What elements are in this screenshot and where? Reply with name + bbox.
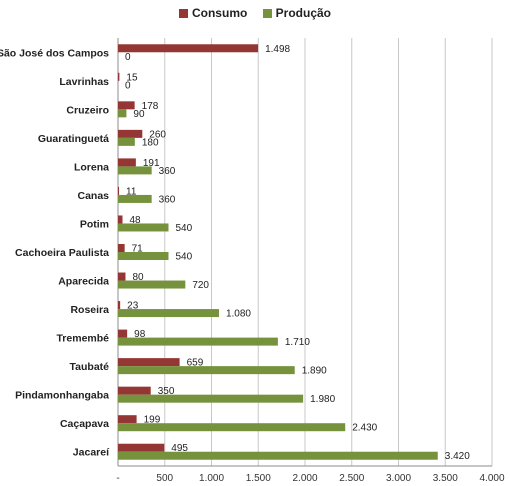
bar-consumo: [118, 272, 126, 281]
legend-item-producao: Produção: [262, 6, 332, 20]
data-label: 23: [127, 301, 139, 312]
data-label: 540: [175, 252, 192, 263]
data-label: 180: [142, 137, 159, 148]
category-label: Pindamonhangaba: [15, 390, 109, 402]
category-label: Aparecida: [58, 276, 109, 288]
data-label: 0: [125, 80, 131, 91]
category-label: Lavrinhas: [59, 76, 109, 88]
x-tick-label: 500: [156, 473, 173, 484]
x-tick-label: 1.000: [199, 473, 224, 484]
data-label: 48: [129, 215, 141, 226]
category-label: São José dos Campos: [0, 47, 109, 59]
x-axis-ticks: - 500 1.000 1.500 2.000 2.500 3.000 3.500 4.000: [116, 473, 505, 484]
bar-consumo: [118, 443, 165, 452]
data-label: 659: [187, 358, 204, 369]
bar-producao: [118, 394, 304, 403]
data-label: 260: [149, 129, 166, 140]
data-label: 350: [158, 386, 175, 397]
bar-producao: [118, 109, 127, 118]
bar-producao: [118, 194, 152, 203]
legend-label-consumo: Consumo: [191, 6, 248, 20]
bar-consumo: [118, 244, 125, 252]
bar-consumo: [118, 415, 137, 424]
bar-consumo: [118, 301, 121, 310]
data-label: 178: [142, 101, 159, 112]
category-label: Canas: [77, 190, 109, 202]
bar-producao: [118, 423, 346, 432]
bar-producao: [118, 337, 278, 346]
bar-producao: [118, 280, 186, 289]
data-label: 3.420: [445, 451, 470, 462]
x-tick-label: 3.000: [386, 473, 411, 484]
category-label: Caçapava: [60, 418, 109, 430]
data-label: 1.498: [265, 44, 290, 55]
data-label: 360: [159, 166, 176, 177]
bars: [118, 44, 438, 460]
bar-producao: [118, 366, 295, 375]
bar-consumo: [118, 329, 128, 338]
bar-producao: [118, 223, 169, 232]
bar-consumo: [118, 101, 135, 110]
x-tick-label: 2.000: [292, 473, 317, 484]
x-tick-label: 3.500: [433, 473, 458, 484]
category-label: Taubaté: [70, 361, 110, 373]
data-label: 80: [132, 272, 144, 283]
legend-swatch-consumo: [178, 8, 188, 18]
category-label: Cachoeira Paulista: [15, 247, 109, 259]
legend: Consumo Produção: [0, 6, 510, 21]
data-label: 71: [132, 244, 144, 255]
data-label: 1.980: [310, 394, 335, 405]
bar-producao: [118, 252, 169, 260]
data-label: 1.710: [285, 337, 310, 348]
data-label: 495: [171, 443, 188, 454]
category-label: Roseira: [70, 304, 109, 316]
data-labels: 1.49801501789026018019136011360485407154…: [125, 44, 470, 462]
bar-consumo: [118, 186, 120, 195]
data-label: 191: [143, 158, 160, 169]
bar-producao: [118, 137, 135, 146]
data-label: 1.080: [226, 309, 251, 320]
data-label: 540: [175, 223, 192, 234]
category-label: Cruzeiro: [66, 104, 109, 116]
data-label: 11: [126, 186, 137, 197]
data-label: 15: [126, 72, 138, 83]
category-label: Jacareí: [73, 447, 110, 459]
category-label: Potim: [80, 218, 109, 230]
category-labels: São José dos Campos Lavrinhas Cruzeiro Guar…: [0, 47, 110, 458]
category-label: Tremembé: [56, 333, 109, 345]
legend-label-producao: Produção: [275, 6, 332, 20]
x-tick-label: 4.000: [479, 473, 504, 484]
data-label: 0: [125, 52, 131, 63]
bar-producao: [118, 451, 438, 460]
x-tick-label: -: [116, 473, 119, 484]
bar-producao: [118, 309, 219, 318]
bar-consumo: [118, 158, 136, 167]
data-label: 720: [192, 280, 209, 291]
data-label: 98: [134, 329, 146, 340]
data-label: 199: [144, 415, 161, 426]
category-label: Lorena: [74, 161, 109, 173]
legend-item-consumo: Consumo: [178, 6, 248, 20]
bar-consumo: [118, 386, 151, 395]
bar-consumo: [118, 44, 259, 53]
data-label: 90: [133, 109, 145, 120]
bar-consumo: [118, 215, 123, 224]
x-tick-label: 2.500: [339, 473, 364, 484]
category-label: Guaratinguetá: [38, 133, 109, 145]
bar-producao: [118, 166, 152, 175]
legend-swatch-producao: [262, 8, 272, 18]
x-tick-label: 1.500: [246, 473, 271, 484]
bar-consumo: [118, 72, 120, 81]
data-label: 1.890: [302, 366, 327, 377]
bar-consumo: [118, 358, 180, 367]
data-label: 360: [159, 194, 176, 205]
bar-consumo: [118, 129, 143, 138]
data-label: 2.430: [352, 423, 377, 434]
